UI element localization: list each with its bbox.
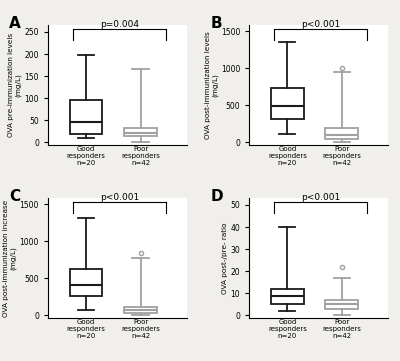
PathPatch shape bbox=[326, 300, 358, 309]
PathPatch shape bbox=[70, 269, 102, 296]
Text: p<0.001: p<0.001 bbox=[301, 193, 340, 202]
Text: A: A bbox=[9, 16, 21, 31]
Y-axis label: OVA pre-immunization levels
(mg/L): OVA pre-immunization levels (mg/L) bbox=[8, 33, 22, 137]
Y-axis label: OVA post-/pre- ratio: OVA post-/pre- ratio bbox=[222, 222, 228, 294]
Text: D: D bbox=[210, 189, 223, 204]
Y-axis label: OVA post-immunization increase
(mg/L): OVA post-immunization increase (mg/L) bbox=[3, 199, 17, 317]
PathPatch shape bbox=[271, 289, 304, 304]
Text: p<0.001: p<0.001 bbox=[301, 20, 340, 29]
PathPatch shape bbox=[124, 307, 157, 313]
PathPatch shape bbox=[271, 88, 304, 119]
Text: B: B bbox=[210, 16, 222, 31]
Text: C: C bbox=[9, 189, 20, 204]
PathPatch shape bbox=[70, 100, 102, 134]
Text: p<0.001: p<0.001 bbox=[100, 193, 139, 202]
Y-axis label: OVA post-immunization levels
(mg/L): OVA post-immunization levels (mg/L) bbox=[204, 31, 218, 139]
PathPatch shape bbox=[124, 128, 157, 136]
Text: p=0.004: p=0.004 bbox=[100, 20, 139, 29]
PathPatch shape bbox=[326, 127, 358, 139]
